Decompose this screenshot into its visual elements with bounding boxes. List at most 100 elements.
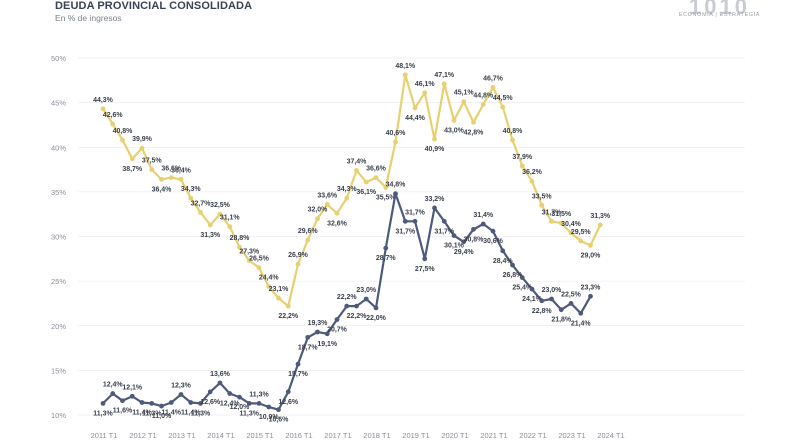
- y-tick-label: 50%: [51, 54, 66, 63]
- y-tick-label: 15%: [51, 366, 66, 375]
- data-point: [334, 317, 340, 322]
- data-point: [539, 298, 545, 304]
- data-point: [110, 121, 116, 127]
- data-label: 44,8%: [473, 92, 494, 99]
- data-point: [246, 400, 252, 406]
- data-point: [480, 102, 486, 107]
- data-label: 26,8%: [503, 272, 524, 279]
- data-label: 23,0%: [356, 287, 377, 294]
- data-point: [519, 163, 525, 169]
- data-label: 44,5%: [493, 95, 514, 102]
- data-label: 40,8%: [113, 128, 134, 135]
- data-point: [188, 195, 194, 201]
- data-label: 36,6%: [161, 166, 182, 173]
- data-point: [461, 239, 467, 245]
- x-tick-label: 2015 T1: [246, 431, 273, 440]
- data-point: [315, 216, 320, 222]
- data-point: [402, 72, 408, 78]
- data-point: [510, 262, 515, 268]
- x-tick-label: 2020 T1: [441, 431, 468, 440]
- data-point: [588, 293, 593, 299]
- data-point: [441, 81, 447, 87]
- data-point: [276, 295, 281, 301]
- data-label: 19,3%: [308, 320, 329, 327]
- brand-logo: 1010 ECONOMÍA | ESTRATEGIA: [670, 0, 760, 26]
- data-point: [227, 224, 233, 230]
- data-point: [198, 400, 203, 406]
- y-tick-label: 25%: [51, 277, 66, 286]
- data-point: [305, 334, 311, 340]
- data-label: 23,1%: [269, 286, 290, 293]
- data-point: [529, 286, 535, 292]
- data-label: 30,1%: [444, 243, 465, 250]
- data-label: 40,8%: [503, 128, 524, 135]
- data-point: [451, 233, 457, 239]
- data-label: 12,1%: [122, 384, 143, 391]
- data-point: [549, 218, 554, 224]
- data-label: 22,5%: [561, 291, 582, 298]
- data-label: 46,1%: [415, 81, 436, 88]
- data-label: 12,4%: [103, 382, 124, 389]
- data-point: [393, 139, 398, 145]
- data-label: 33,2%: [425, 196, 446, 203]
- data-label: 37,5%: [142, 158, 163, 165]
- data-point: [159, 403, 164, 409]
- x-tick-label: 2014 T1: [207, 431, 234, 440]
- data-label: 35,5%: [376, 194, 397, 201]
- data-label: 30,4%: [561, 221, 582, 228]
- data-label: 24,4%: [259, 274, 280, 281]
- data-point: [139, 400, 145, 405]
- y-tick-label: 35%: [51, 188, 66, 197]
- data-point: [597, 222, 603, 228]
- data-point: [422, 256, 428, 262]
- data-point: [451, 118, 457, 123]
- data-label: 29,5%: [571, 229, 592, 236]
- data-point: [461, 99, 467, 105]
- data-point: [393, 191, 398, 197]
- data-label: 31,7%: [405, 209, 426, 216]
- data-point: [120, 137, 125, 143]
- data-label: 29,0%: [581, 252, 602, 259]
- data-point: [432, 205, 437, 211]
- data-point: [295, 361, 301, 367]
- data-point: [549, 296, 554, 302]
- data-label: 31,1%: [220, 215, 241, 222]
- data-label: 11,3%: [240, 410, 260, 417]
- data-point: [129, 393, 135, 399]
- data-label: 20,7%: [327, 327, 348, 334]
- data-label: 38,7%: [122, 166, 143, 173]
- data-label: 31,3%: [590, 213, 611, 220]
- data-point: [334, 210, 340, 216]
- data-label: 11,6%: [113, 408, 133, 415]
- x-tick-label: 2021 T1: [480, 431, 507, 440]
- data-label: 22,2%: [278, 313, 299, 320]
- data-label: 33,5%: [532, 193, 553, 200]
- data-point: [198, 210, 203, 215]
- data-label: 36,6%: [366, 166, 387, 173]
- data-label: 32,0%: [308, 207, 329, 214]
- data-label: 34,8%: [386, 182, 407, 189]
- data-label: 11,4%: [181, 410, 201, 417]
- x-tick-label: 2012 T1: [129, 431, 156, 440]
- data-label: 11,3%: [249, 391, 269, 398]
- data-label: 22,2%: [347, 313, 368, 320]
- data-point: [285, 303, 291, 309]
- data-point: [285, 389, 291, 395]
- data-label: 29,6%: [298, 228, 319, 235]
- data-point: [178, 392, 184, 397]
- data-label: 23,3%: [581, 284, 602, 291]
- data-point: [207, 389, 213, 395]
- data-point: [344, 195, 350, 201]
- x-tick-label: 2022 T1: [519, 431, 546, 440]
- data-label: 47,1%: [434, 72, 455, 79]
- data-label: 12,6%: [278, 399, 299, 406]
- data-label: 11,4%: [132, 410, 152, 417]
- data-label: 40,9%: [425, 146, 446, 153]
- data-point: [159, 176, 164, 182]
- data-label: 34,3%: [181, 186, 202, 193]
- data-point: [471, 119, 476, 125]
- data-label: 31,7%: [395, 228, 416, 235]
- data-point: [129, 156, 135, 162]
- data-point: [588, 243, 593, 248]
- data-point: [149, 400, 155, 406]
